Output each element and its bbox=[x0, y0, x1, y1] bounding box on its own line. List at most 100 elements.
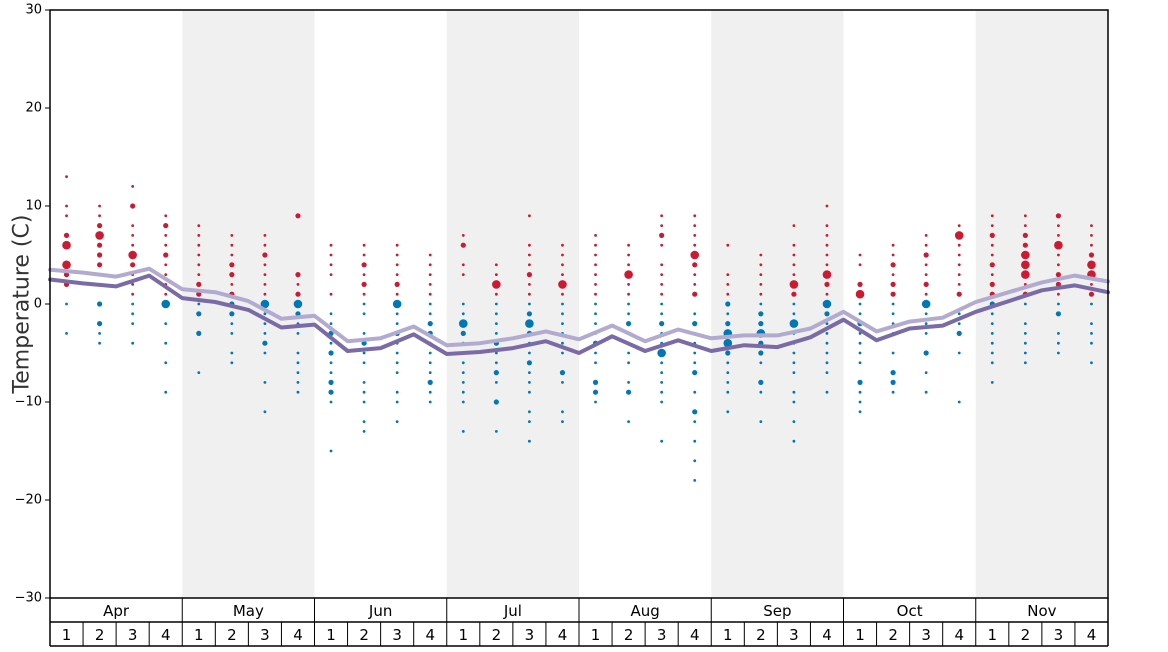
y-tick-label: −20 bbox=[15, 493, 42, 508]
warm-point bbox=[461, 263, 465, 267]
warm-point bbox=[1021, 250, 1030, 260]
warm-point bbox=[957, 243, 961, 247]
warm-point bbox=[1022, 242, 1028, 248]
warm-point bbox=[822, 270, 832, 279]
series-line-1 bbox=[48, 266, 1110, 348]
warm-point bbox=[855, 289, 865, 299]
warm-point bbox=[825, 263, 829, 267]
warm-point bbox=[329, 243, 333, 247]
month-label-jun: Jun bbox=[368, 602, 392, 620]
week-label: 2 bbox=[624, 626, 634, 644]
warm-point bbox=[990, 224, 994, 228]
cold-point bbox=[759, 302, 763, 306]
warm-point bbox=[361, 281, 367, 287]
warm-point bbox=[428, 273, 432, 276]
cold-point bbox=[461, 361, 465, 365]
cold-point bbox=[494, 322, 498, 325]
warm-point bbox=[528, 283, 531, 286]
cold-point bbox=[428, 400, 432, 404]
cold-point bbox=[858, 410, 862, 414]
warm-point bbox=[494, 292, 498, 296]
warm-point bbox=[395, 273, 399, 276]
cold-point bbox=[592, 379, 599, 385]
cold-point bbox=[792, 390, 796, 394]
cold-point bbox=[726, 410, 730, 414]
warm-point bbox=[890, 291, 896, 297]
cold-point bbox=[857, 379, 863, 385]
warm-point bbox=[96, 262, 103, 268]
cold-point bbox=[921, 299, 931, 309]
cold-point bbox=[392, 299, 402, 309]
cold-point bbox=[1055, 311, 1062, 317]
cold-point bbox=[956, 330, 962, 336]
cold-point bbox=[263, 322, 267, 325]
cold-point bbox=[329, 449, 333, 453]
cold-point bbox=[561, 312, 564, 316]
warm-point bbox=[131, 234, 135, 237]
cold-point bbox=[594, 322, 597, 325]
month-label-may: May bbox=[233, 602, 264, 620]
week-label: 2 bbox=[359, 626, 369, 644]
cold-point bbox=[230, 361, 234, 365]
cold-point bbox=[526, 360, 533, 366]
week-label: 2 bbox=[888, 626, 898, 644]
cold-point bbox=[263, 312, 267, 316]
cold-point bbox=[725, 321, 731, 327]
cold-point bbox=[362, 302, 366, 306]
warm-point bbox=[825, 204, 829, 208]
warm-point bbox=[295, 291, 301, 297]
month-band-sep bbox=[711, 10, 844, 598]
cold-point bbox=[693, 312, 697, 316]
cold-point bbox=[627, 420, 630, 423]
cold-point bbox=[825, 341, 829, 345]
cold-point bbox=[825, 332, 829, 335]
week-label: 3 bbox=[128, 626, 138, 644]
warm-point bbox=[594, 283, 597, 286]
cold-point bbox=[693, 361, 697, 365]
cold-point bbox=[65, 302, 68, 306]
week-label: 3 bbox=[392, 626, 402, 644]
cold-point bbox=[362, 381, 366, 384]
cold-point bbox=[362, 400, 366, 404]
warm-point bbox=[957, 224, 961, 228]
cold-point bbox=[1090, 341, 1093, 345]
week-label: 4 bbox=[293, 626, 303, 644]
y-axis-label: Temperature (C) bbox=[10, 215, 35, 395]
cold-point bbox=[427, 321, 433, 327]
warm-point bbox=[693, 214, 697, 218]
warm-point bbox=[263, 243, 267, 247]
cold-point bbox=[295, 311, 301, 317]
cold-point bbox=[528, 410, 531, 414]
cold-point bbox=[923, 350, 929, 356]
warm-point bbox=[1022, 232, 1028, 238]
warm-point bbox=[295, 272, 301, 278]
warm-point bbox=[131, 292, 135, 296]
cold-point bbox=[428, 390, 432, 394]
warm-point bbox=[989, 232, 995, 238]
warm-point bbox=[95, 231, 104, 240]
warm-point bbox=[594, 243, 597, 247]
warm-point bbox=[164, 234, 168, 237]
cold-point bbox=[362, 312, 366, 316]
week-label: 3 bbox=[657, 626, 667, 644]
warm-point bbox=[263, 263, 267, 267]
warm-point bbox=[96, 223, 103, 229]
cold-point bbox=[726, 371, 730, 374]
warm-point bbox=[361, 262, 367, 268]
cold-point bbox=[627, 312, 630, 316]
cold-point bbox=[1090, 361, 1093, 365]
cold-point bbox=[395, 312, 399, 316]
cold-point bbox=[528, 302, 531, 306]
cold-point bbox=[758, 350, 764, 356]
cold-point bbox=[428, 302, 432, 306]
cold-point bbox=[858, 341, 862, 345]
warm-point bbox=[989, 262, 995, 268]
cold-point bbox=[1090, 322, 1093, 325]
warm-point bbox=[230, 253, 234, 257]
cold-point bbox=[494, 332, 498, 335]
week-label: 1 bbox=[62, 626, 72, 644]
cold-point bbox=[1057, 351, 1060, 355]
cold-point bbox=[229, 311, 235, 317]
cold-point bbox=[395, 420, 399, 423]
cold-point bbox=[692, 321, 698, 327]
